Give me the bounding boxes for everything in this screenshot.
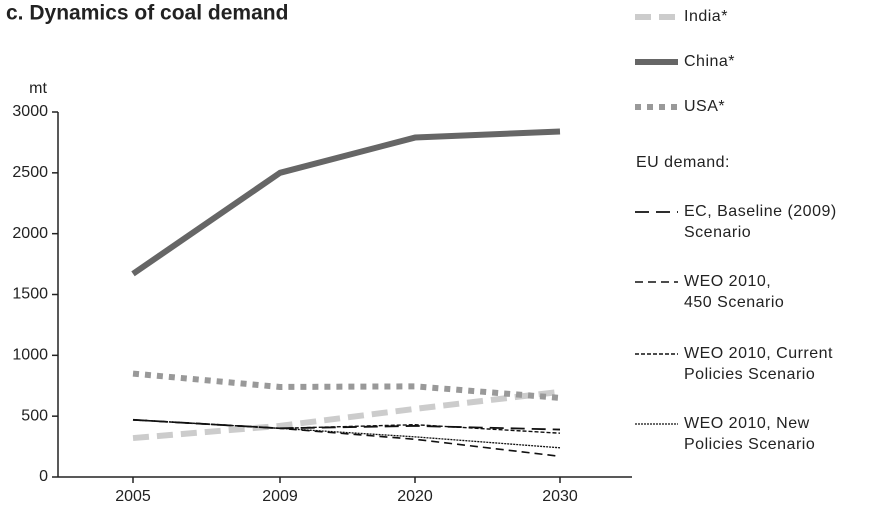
- legend-label: WEO 2010, Current Policies Scenario: [684, 345, 833, 383]
- legend-label: USA*: [684, 98, 726, 115]
- x-tick-label: 2020: [397, 488, 433, 505]
- y-tick-label: 2500: [12, 164, 48, 181]
- series-line: [131, 128, 561, 277]
- legend-label: India*: [684, 8, 728, 25]
- series-line: [132, 370, 561, 401]
- series-line: [132, 419, 561, 449]
- series-line: [132, 419, 561, 458]
- y-axis-label: mt: [29, 80, 47, 97]
- y-tick-label: 500: [21, 407, 48, 424]
- y-tick-label: 1500: [12, 286, 48, 303]
- y-tick-label: 2000: [12, 225, 48, 242]
- legend-label: WEO 2010, New Policies Scenario: [684, 415, 816, 453]
- legend-label: China*: [684, 53, 736, 70]
- series-line: [132, 419, 561, 434]
- y-tick-label: 0: [39, 468, 48, 485]
- y-tick-label: 3000: [12, 103, 48, 120]
- legend-title: EU demand:: [636, 154, 730, 171]
- series-line: [132, 388, 561, 442]
- y-tick-label: 1000: [12, 347, 48, 364]
- x-tick-label: 2030: [542, 488, 578, 505]
- legend-label: EC, Baseline (2009) Scenario: [684, 203, 837, 241]
- series-line: [132, 418, 561, 431]
- chart-title: c. Dynamics of coal demand: [6, 2, 288, 25]
- x-tick-label: 2009: [262, 488, 298, 505]
- x-tick-label: 2005: [115, 488, 151, 505]
- legend-label: WEO 2010, 450 Scenario: [684, 273, 785, 311]
